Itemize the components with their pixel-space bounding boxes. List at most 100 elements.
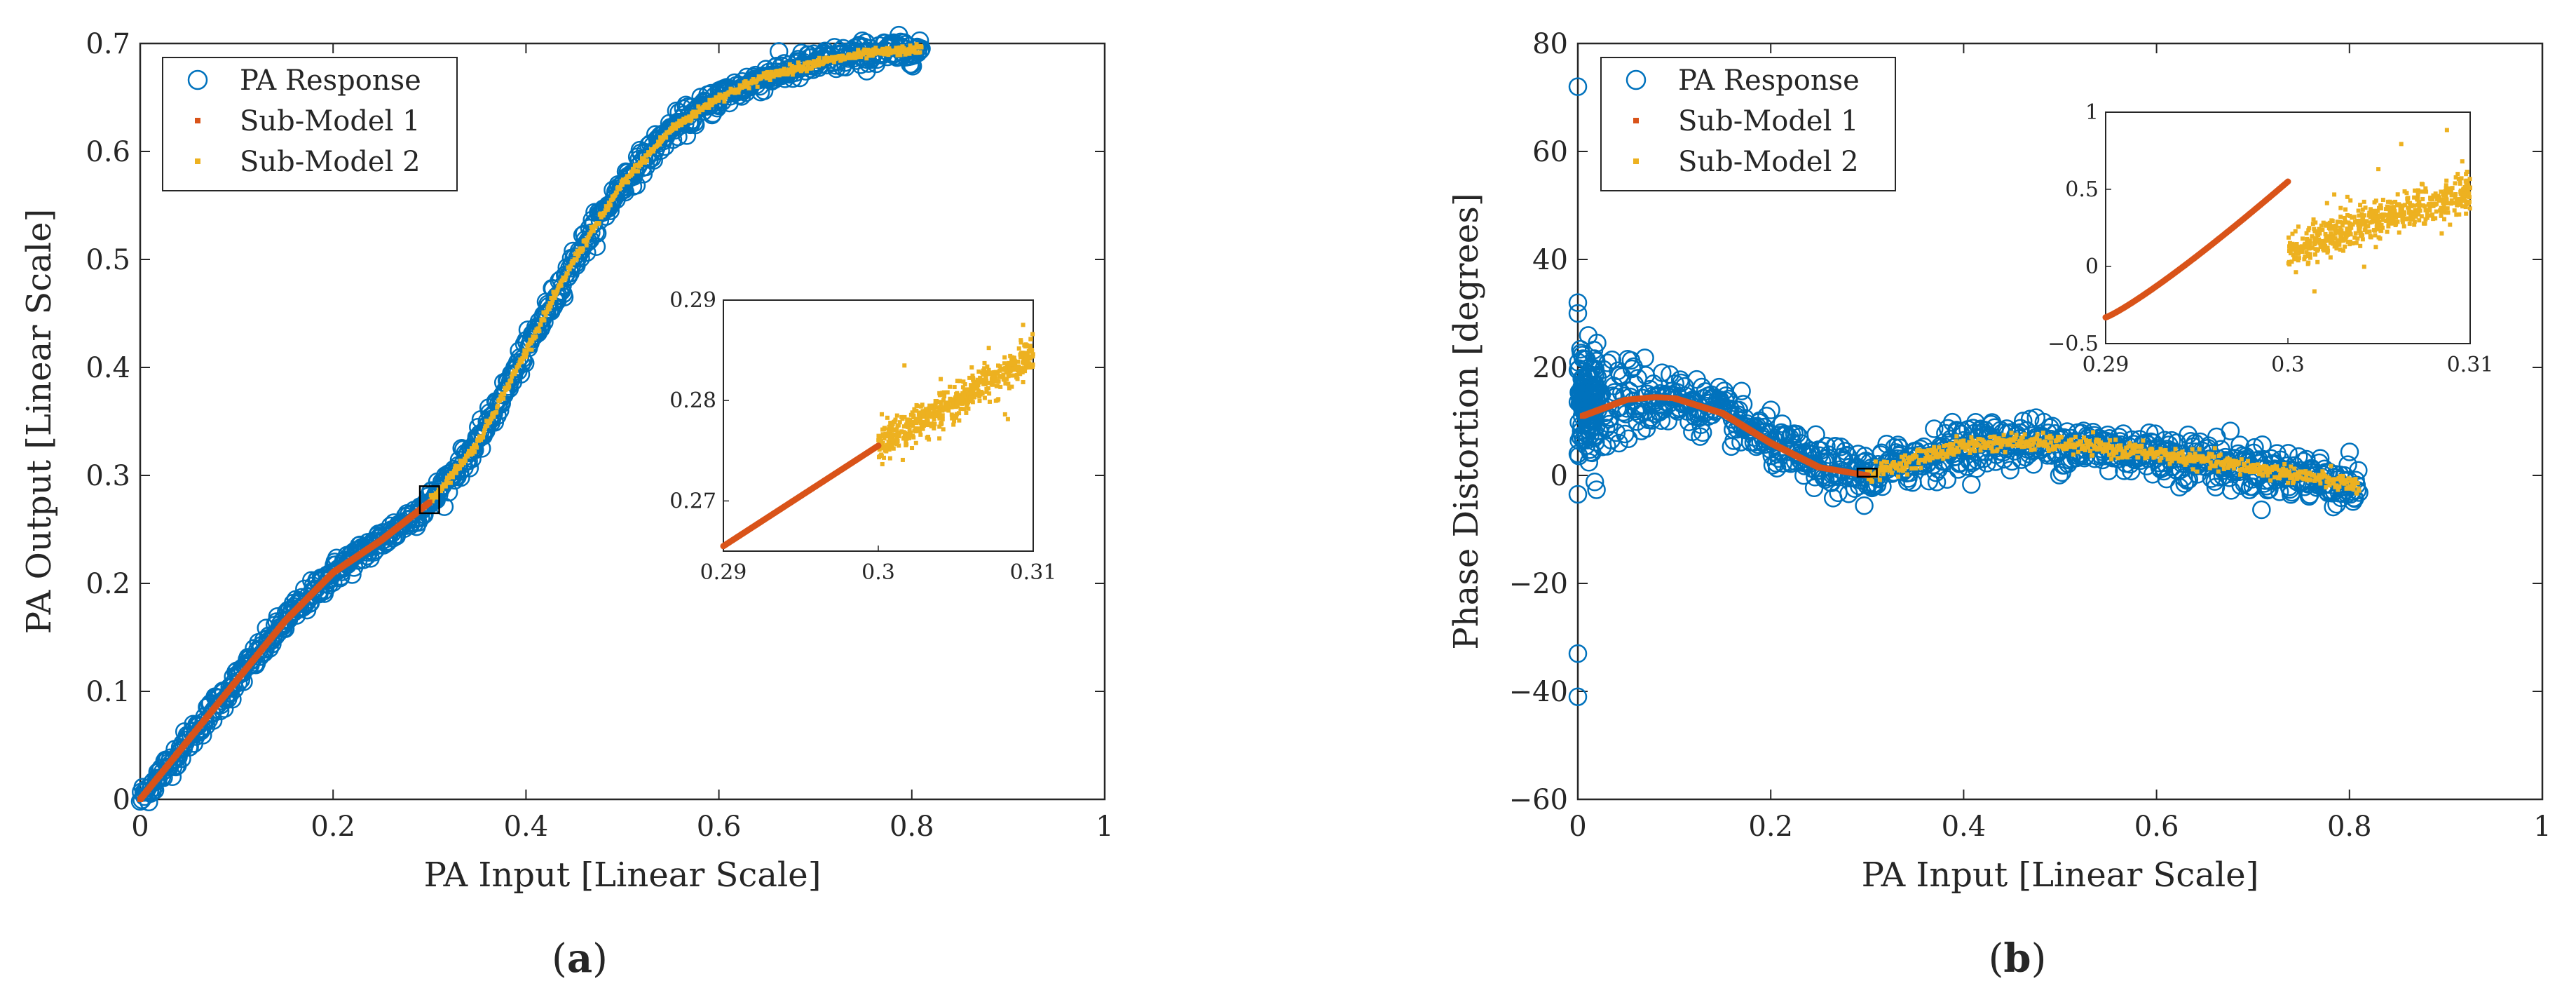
sub-model-2-point (500, 391, 505, 396)
sub-model-2-point (1932, 445, 1937, 449)
sub-model-2-point (1923, 459, 1928, 464)
sub-model-2-point (694, 114, 699, 119)
sub-model-2-point (651, 149, 656, 154)
inset-sub-model-2-point (1023, 365, 1028, 370)
sub-model-2-point (880, 46, 885, 51)
sub-model-2-point (2255, 462, 2260, 467)
sub-model-2-point (2268, 478, 2273, 483)
legend-label: Sub-Model 1 (1678, 105, 1859, 137)
sub-model-2-point (2129, 450, 2134, 455)
sub-model-2-point (2144, 451, 2148, 456)
inset-sub-model-2-point (951, 422, 956, 427)
sub-model-2-point (521, 357, 526, 362)
sub-model-2-point (2131, 451, 2136, 456)
sub-model-2-point (546, 304, 551, 309)
inset-sub-model-2-point (922, 420, 927, 425)
pa-response-point (1733, 395, 1753, 414)
inset-sub-model-2-point (880, 461, 885, 466)
sub-model-2-point (2259, 464, 2264, 469)
inset-sub-model-2-point (953, 405, 958, 409)
panel-caption: (a) (552, 935, 608, 982)
series-sub-model-2 (427, 42, 924, 505)
inset-sub-model-2-point (893, 417, 898, 422)
sub-model-2-point (1944, 443, 1949, 448)
sub-model-2-point (2010, 444, 2015, 449)
inset-sub-model-2-point (1004, 370, 1009, 374)
inset-sub-model-2-point (2448, 201, 2453, 206)
series-sub-model-1 (137, 499, 432, 802)
y-tick-label: 0.1 (86, 676, 130, 708)
inset-sub-model-2-point (991, 374, 996, 379)
inset-sub-model-2-point (886, 427, 891, 432)
inset-sub-model-2-point (950, 397, 955, 402)
pa-response-point (2099, 461, 2118, 480)
pa-response-point (1579, 453, 1599, 472)
sub-model-2-point (2126, 444, 2131, 449)
inset-sub-model-2-point (997, 374, 1002, 379)
inset-sub-model-2-point (2464, 211, 2469, 216)
sub-model-2-point (2112, 447, 2117, 452)
sub-model-2-point (448, 480, 453, 485)
sub-model-2-point (1934, 448, 1939, 453)
inset-sub-model-2-point (918, 410, 922, 415)
sub-model-2-point (2008, 442, 2012, 447)
pa-response-point (627, 175, 646, 195)
sub-model-2-point (795, 67, 800, 72)
sub-model-2-point (2326, 480, 2331, 485)
sub-model-2-point (787, 62, 792, 67)
sub-model-2-point (2334, 483, 2339, 488)
sub-model-2-point (603, 208, 608, 213)
inset-sub-model-2-point (920, 419, 925, 424)
sub-model-2-point (591, 229, 596, 233)
inset-sub-model-2-point (981, 368, 986, 373)
inset-sub-model-2-point (2345, 212, 2350, 217)
sub-model-2-point (871, 53, 875, 57)
sub-model-2-point (1997, 438, 2002, 442)
sub-model-2-point (1880, 468, 1885, 473)
legend-box (1600, 57, 1896, 191)
sub-model-2-point (526, 347, 531, 352)
inset-sub-model-2-point (2289, 259, 2294, 264)
inset-sub-model-2-point (984, 386, 989, 391)
sub-model-2-point (2256, 472, 2261, 477)
sub-model-2-point (631, 166, 636, 171)
inset-sub-model-2-point (1021, 366, 1025, 371)
inset-sub-model-2-point (937, 407, 942, 412)
sub-model-2-point (2282, 473, 2287, 478)
inset-sub-model-2-point (942, 394, 947, 399)
inset-sub-model-2-point (1016, 346, 1021, 351)
sub-model-2-point (2216, 469, 2221, 474)
sub-model-2-point (2298, 475, 2303, 480)
sub-model-2-point (2345, 480, 2350, 485)
inset-sub-model-2-point (1028, 337, 1033, 341)
sub-model-2-point (2044, 435, 2049, 440)
sub-model-2-point (563, 276, 568, 281)
sub-model-2-point (885, 46, 890, 50)
inset-sub-model-2-point (1030, 348, 1035, 353)
sub-model-2-point (1955, 445, 1960, 450)
sub-model-2-point (2230, 459, 2235, 463)
sub-model-2-point (2113, 438, 2118, 442)
inset-sub-model-2-point (913, 440, 918, 445)
inset-sub-model-2-point (1011, 373, 1016, 378)
sub-model-2-point (782, 67, 786, 72)
sub-model-2-point (2251, 463, 2256, 468)
sub-model-2-point (681, 116, 686, 121)
inset-sub-model-2-point (906, 417, 911, 422)
inset-sub-model-2-point (2368, 207, 2373, 212)
sub-model-2-point (2191, 454, 2196, 459)
sub-model-2-point (2136, 455, 2141, 460)
inset-sub-model-2-point (1005, 417, 1010, 421)
sub-model-2-point (2099, 440, 2104, 445)
sub-model-2-point (697, 110, 702, 115)
sub-model-2-point (2323, 473, 2328, 478)
sub-model-2-point (1954, 439, 1958, 444)
sub-model-2-point (897, 45, 902, 50)
sub-model-2-point (585, 238, 590, 243)
sub-model-2-point (2239, 457, 2244, 462)
inset-sub-model-2-point (2312, 226, 2317, 231)
pa-response-point (1578, 431, 1597, 450)
sub-model-2-point (2282, 461, 2287, 466)
inset-sub-model-2-point (1021, 323, 1025, 327)
inset-sub-model-2-point (966, 406, 971, 411)
